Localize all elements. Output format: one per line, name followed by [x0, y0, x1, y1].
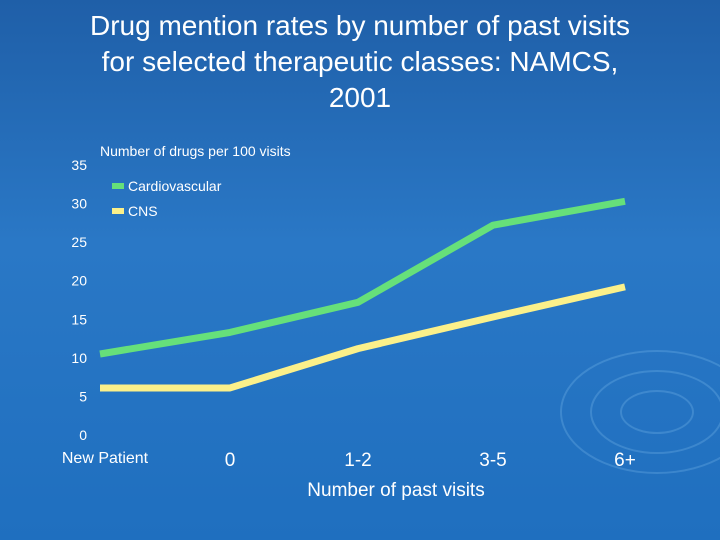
ripple-decoration-inner: [620, 390, 694, 434]
y-tick-label: 15: [71, 311, 87, 327]
legend-label-cardiovascular: Cardiovascular: [128, 178, 222, 194]
y-tick-label: 35: [71, 157, 87, 173]
x-category-label: New Patient: [62, 450, 149, 467]
ripple-decoration-outer: [560, 350, 720, 474]
x-axis-label: Number of past visits: [307, 480, 484, 501]
series-lines: [99, 197, 626, 392]
ripple-decoration-mid: [590, 370, 720, 454]
y-axis-ticks: 0 5 10 15 20 25 30 35: [71, 157, 87, 443]
y-tick-label: 25: [71, 234, 87, 250]
y-tick-label: 20: [71, 273, 87, 289]
series-line-cardiovascular: [99, 197, 626, 358]
x-category-label: 3-5: [479, 450, 506, 471]
legend-label-cns: CNS: [128, 203, 158, 219]
y-tick-label: 10: [71, 350, 87, 366]
x-category-label: 1-2: [344, 450, 371, 471]
legend: Cardiovascular CNS: [112, 178, 222, 219]
y-tick-label: 0: [79, 427, 87, 443]
y-tick-label: 30: [71, 196, 87, 212]
x-category-label: 0: [225, 450, 236, 471]
chart-title: Drug mention rates by number of past vis…: [89, 10, 630, 113]
series-line-cns: [100, 283, 626, 392]
x-category-label: 6+: [614, 450, 636, 471]
y-tick-label: 5: [79, 388, 87, 404]
x-axis-categories: New Patient 0 1-2 3-5 6+: [62, 450, 636, 471]
y-axis-label: Number of drugs per 100 visits: [100, 143, 291, 159]
